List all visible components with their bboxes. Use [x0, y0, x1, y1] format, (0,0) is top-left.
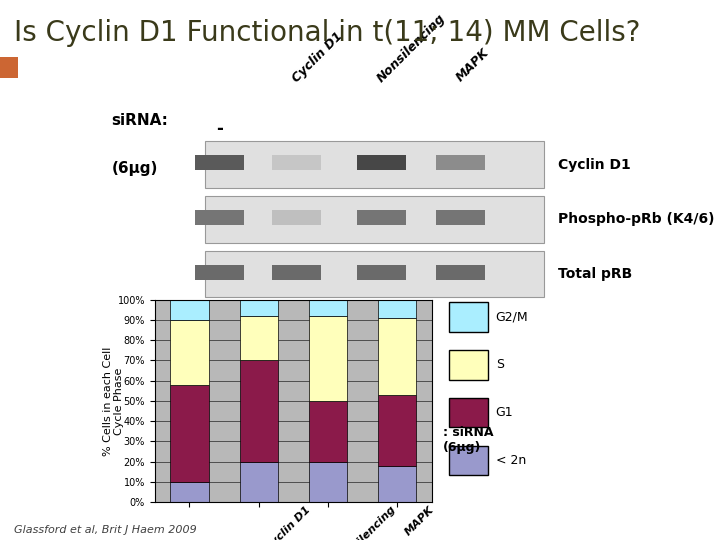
Bar — [205, 196, 544, 242]
Bar — [378, 300, 416, 318]
Text: Nonsilencing: Nonsilencing — [374, 11, 448, 85]
Text: : siRNA
(6μg): : siRNA (6μg) — [443, 426, 493, 454]
Text: siRNA:: siRNA: — [112, 113, 168, 128]
Bar — [436, 156, 485, 170]
Text: < 2n: < 2n — [495, 454, 526, 467]
Text: Cyclin D1: Cyclin D1 — [264, 504, 312, 540]
Text: Is Cyclin D1 Functional in t(11; 14) MM Cells?: Is Cyclin D1 Functional in t(11; 14) MM … — [14, 19, 641, 47]
Bar — [171, 320, 209, 384]
Bar — [449, 398, 488, 427]
Bar — [195, 210, 244, 225]
Bar — [357, 156, 406, 170]
Bar — [240, 316, 278, 361]
Bar — [309, 462, 347, 502]
Text: Total pRB: Total pRB — [558, 267, 632, 281]
Text: (6μg): (6μg) — [112, 161, 158, 177]
Text: Glassford et al, Brit J Haem 2009: Glassford et al, Brit J Haem 2009 — [14, 524, 197, 535]
Y-axis label: % Cells in each Cell
Cycle Phase: % Cells in each Cell Cycle Phase — [103, 346, 125, 456]
Bar — [272, 265, 321, 280]
Bar — [378, 395, 416, 465]
Text: Phospho-pRb (K4/6): Phospho-pRb (K4/6) — [558, 212, 714, 226]
Bar — [309, 401, 347, 462]
Bar — [171, 384, 209, 482]
Bar — [240, 361, 278, 462]
Bar — [309, 316, 347, 401]
Bar — [171, 300, 209, 320]
Bar — [436, 210, 485, 225]
Bar — [309, 300, 347, 316]
Bar — [195, 265, 244, 280]
Bar — [357, 210, 406, 225]
Bar — [357, 265, 406, 280]
Text: S: S — [495, 359, 504, 372]
Bar — [449, 446, 488, 475]
Bar — [449, 302, 488, 332]
Bar — [205, 251, 544, 298]
Text: G2/M: G2/M — [495, 310, 528, 323]
Text: MAPK: MAPK — [454, 46, 492, 85]
Bar — [436, 265, 485, 280]
Bar — [378, 318, 416, 395]
Bar — [240, 462, 278, 502]
Text: MAPK: MAPK — [403, 504, 436, 537]
Bar — [205, 141, 544, 188]
Text: G1: G1 — [495, 406, 513, 419]
Bar — [171, 482, 209, 502]
Bar — [195, 156, 244, 170]
Text: Cyclin D1: Cyclin D1 — [558, 158, 631, 172]
Bar — [272, 210, 321, 225]
Bar — [449, 350, 488, 380]
Bar — [378, 465, 416, 502]
Bar — [272, 156, 321, 170]
Bar — [240, 300, 278, 316]
Text: Cyclin D1: Cyclin D1 — [289, 29, 345, 85]
Text: Nonsilencing: Nonsilencing — [333, 504, 398, 540]
Text: -: - — [216, 120, 223, 138]
Bar — [0, 57, 18, 78]
